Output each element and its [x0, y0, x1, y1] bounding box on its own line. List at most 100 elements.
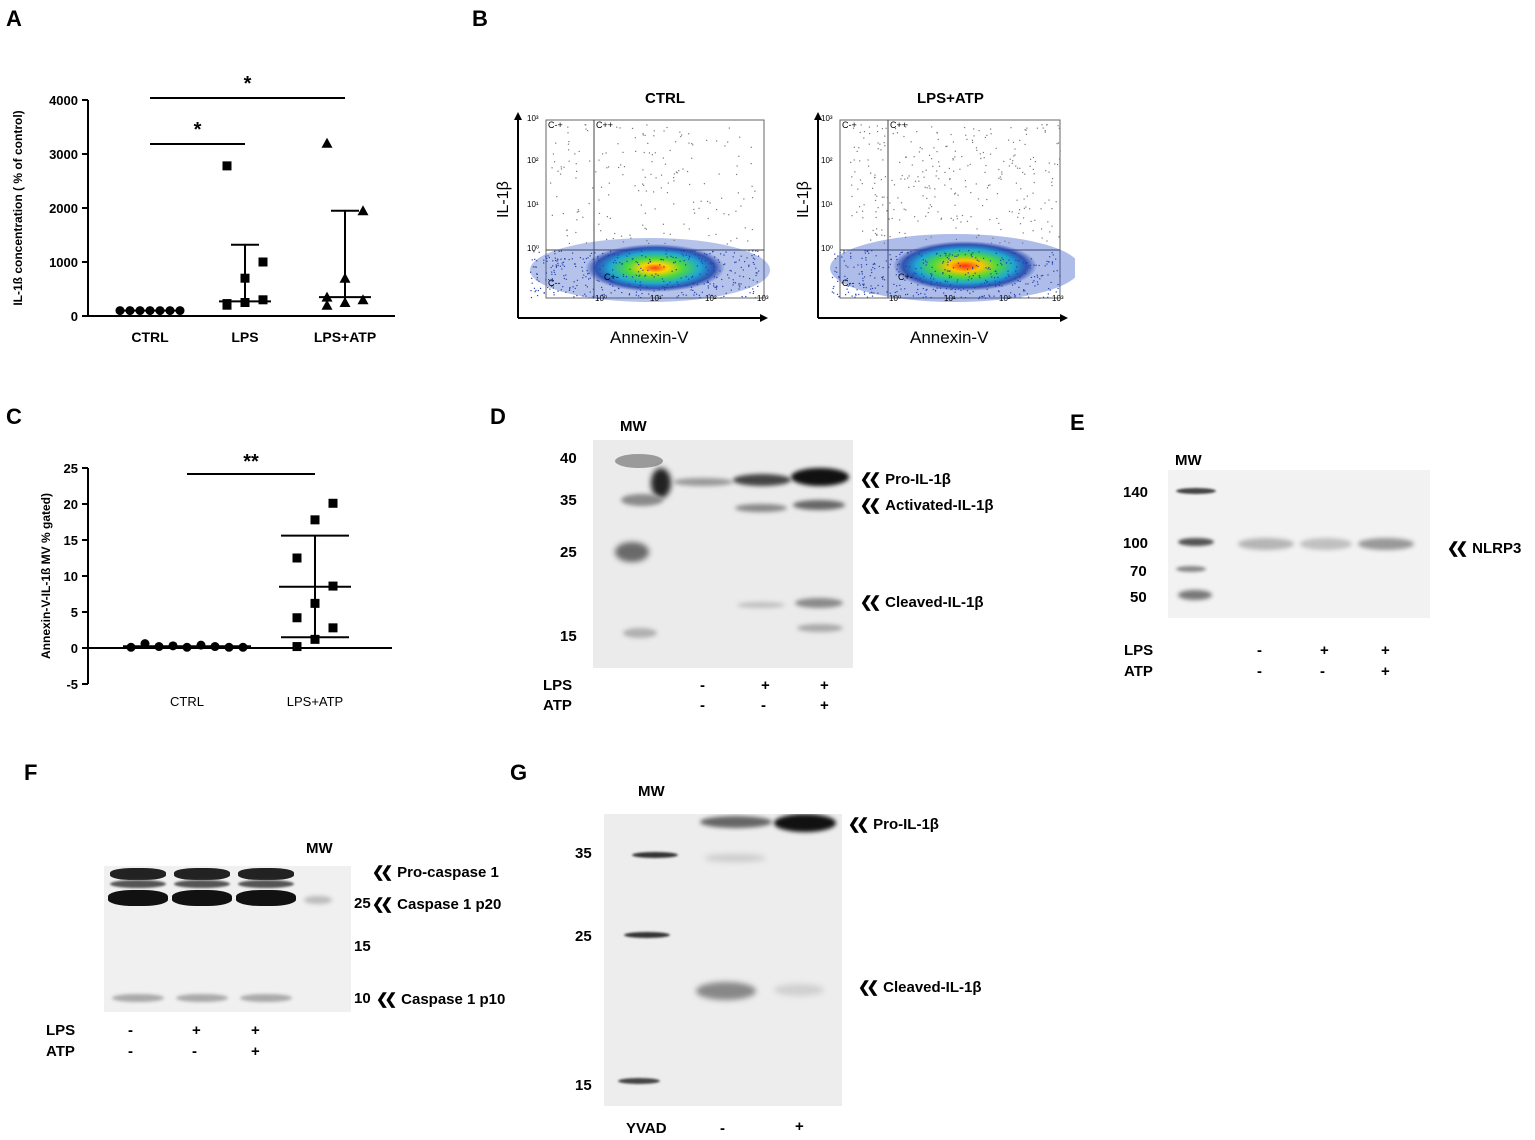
event-dot: [563, 275, 565, 277]
event-dot: [1025, 129, 1027, 131]
event-dot: [691, 142, 693, 145]
event-dot: [660, 187, 662, 189]
event-dot: [567, 126, 569, 128]
event-dot: [1059, 150, 1061, 152]
event-dot: [850, 257, 852, 259]
event-dot: [645, 256, 647, 258]
event-dot: [1040, 208, 1042, 210]
event-dot: [996, 193, 999, 195]
event-dot: [1018, 212, 1020, 214]
event-dot: [612, 285, 614, 287]
event-dot: [869, 132, 871, 135]
event-dot: [713, 256, 716, 258]
event-dot: [1001, 171, 1003, 173]
event-dot: [882, 159, 884, 161]
event-dot: [690, 251, 692, 253]
event-dot: [1026, 293, 1028, 295]
event-dot: [956, 281, 958, 283]
data-point: [292, 613, 302, 623]
event-dot: [954, 291, 956, 293]
event-dot: [701, 291, 703, 293]
event-dot: [589, 160, 591, 162]
event-dot: [870, 269, 873, 271]
event-dot: [873, 262, 875, 265]
event-dot: [724, 263, 726, 265]
arrow-icon: ❮❮: [860, 471, 881, 488]
mw-mark: 35: [575, 845, 592, 862]
event-dot: [753, 263, 755, 265]
event-dot: [882, 278, 884, 280]
event-dot: [976, 228, 978, 230]
event-dot: [635, 261, 637, 263]
event-dot: [564, 258, 566, 260]
event-dot: [1044, 265, 1046, 267]
panel-letter-b: B: [472, 6, 488, 31]
event-dot: [984, 297, 987, 299]
event-dot: [557, 290, 559, 292]
event-dot: [751, 255, 753, 257]
event-dot: [974, 272, 976, 274]
event-dot: [712, 263, 714, 265]
event-dot: [675, 141, 677, 143]
event-dot: [870, 239, 872, 241]
event-dot: [653, 290, 655, 292]
event-dot: [863, 291, 865, 293]
event-dot: [1022, 290, 1025, 292]
event-dot: [561, 262, 563, 264]
event-dot: [606, 215, 608, 218]
event-dot: [592, 187, 594, 189]
event-dot: [898, 124, 900, 127]
event-dot: [866, 250, 868, 252]
event-dot: [1018, 209, 1021, 211]
event-dot: [1023, 207, 1025, 209]
event-dot: [868, 126, 871, 128]
event-dot: [1010, 262, 1012, 264]
event-dot: [889, 292, 891, 294]
event-dot: [616, 126, 618, 128]
data-point: [115, 306, 125, 316]
event-dot: [833, 292, 835, 294]
mw-mark: 15: [560, 628, 577, 645]
event-dot: [989, 219, 991, 221]
event-dot: [980, 157, 982, 160]
event-dot: [545, 255, 547, 258]
event-dot: [850, 252, 852, 254]
event-dot: [741, 295, 743, 298]
event-dot: [948, 178, 951, 180]
event-dot: [1032, 156, 1035, 159]
event-dot: [1041, 237, 1043, 239]
event-dot: [587, 257, 589, 259]
event-dot: [865, 257, 867, 259]
tick-label: 10²: [999, 294, 1011, 303]
event-dot: [839, 252, 841, 254]
event-dot: [972, 252, 974, 254]
event-dot: [948, 258, 950, 260]
event-dot: [907, 274, 909, 277]
event-dot: [713, 285, 715, 287]
event-dot: [707, 269, 709, 271]
event-dot: [880, 179, 883, 181]
event-dot: [651, 154, 654, 156]
event-dot: [945, 287, 948, 290]
event-dot: [661, 294, 663, 297]
event-dot: [950, 217, 952, 219]
event-dot: [896, 264, 899, 266]
event-dot: [538, 280, 540, 282]
event-dot: [551, 167, 553, 169]
y-axis-label: IL-1ß concentration ( % of control): [11, 110, 25, 305]
event-dot: [1034, 285, 1036, 287]
event-dot: [1010, 127, 1012, 129]
event-dot: [640, 267, 642, 269]
event-dot: [880, 149, 882, 151]
event-dot: [735, 261, 737, 263]
event-dot: [967, 165, 969, 167]
event-dot: [752, 291, 755, 293]
event-dot: [964, 274, 967, 276]
event-dot: [1010, 296, 1012, 299]
x-tick-label: LPS+ATP: [287, 694, 343, 709]
event-dot: [685, 254, 687, 256]
event-dot: [992, 237, 994, 239]
event-dot: [951, 254, 954, 256]
event-dot: [1046, 240, 1048, 242]
event-dot: [930, 281, 933, 283]
